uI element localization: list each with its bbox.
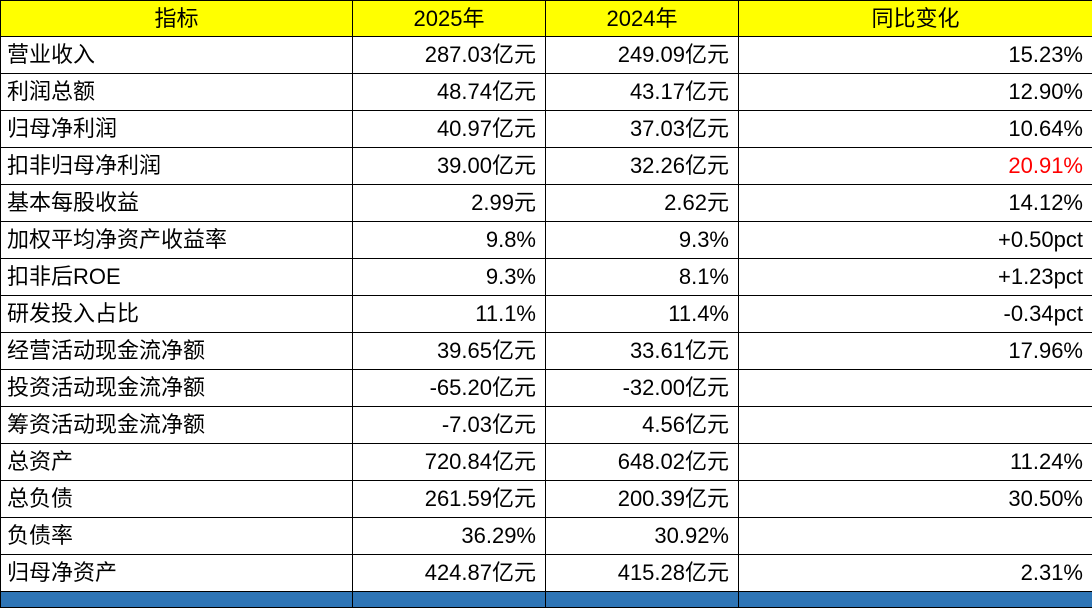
value-2024-cell: 4.56亿元: [545, 406, 739, 444]
metric-cell: 投资活动现金流净额: [0, 369, 353, 407]
value-2025-cell: -7.03亿元: [352, 406, 546, 444]
metric-cell: 扣非归母净利润: [0, 147, 353, 185]
value-2024-cell: 8.1%: [545, 258, 739, 296]
value-2024-cell: 37.03亿元: [545, 110, 739, 148]
value-2024-cell: 43.17亿元: [545, 73, 739, 111]
change-cell: 2.31%: [738, 554, 1092, 592]
value-2025-cell: 48.74亿元: [352, 73, 546, 111]
change-cell: [738, 517, 1092, 555]
table-row: 总资产 720.84亿元 648.02亿元 11.24%: [0, 443, 1092, 481]
table-row: 总负债 261.59亿元 200.39亿元 30.50%: [0, 480, 1092, 518]
change-cell: [738, 369, 1092, 407]
value-2025-cell: 39.00亿元: [352, 147, 546, 185]
metric-cell: 归母净利润: [0, 110, 353, 148]
value-2025-cell: 39.65亿元: [352, 332, 546, 370]
change-cell: -0.34pct: [738, 295, 1092, 333]
table-row: 负债率 36.29% 30.92%: [0, 517, 1092, 555]
value-2025-cell: 40.97亿元: [352, 110, 546, 148]
value-2025-cell: 36.29%: [352, 517, 546, 555]
value-2025-cell: 261.59亿元: [352, 480, 546, 518]
change-cell: 30.50%: [738, 480, 1092, 518]
metric-cell: 总资产: [0, 443, 353, 481]
header-row: 指标 2025年 2024年 同比变化: [0, 0, 1092, 37]
change-cell: 12.90%: [738, 73, 1092, 111]
value-2024-cell: 30.92%: [545, 517, 739, 555]
value-2024-cell: 33.61亿元: [545, 332, 739, 370]
change-cell: [738, 406, 1092, 444]
value-2024-cell: 415.28亿元: [545, 554, 739, 592]
metric-cell: 筹资活动现金流净额: [0, 406, 353, 444]
change-cell: +0.50pct: [738, 221, 1092, 259]
table-row: 利润总额 48.74亿元 43.17亿元 12.90%: [0, 73, 1092, 111]
change-cell: 20.91%: [738, 147, 1092, 185]
change-cell: 15.23%: [738, 36, 1092, 74]
column-header-change: 同比变化: [738, 0, 1092, 37]
change-cell: 14.12%: [738, 184, 1092, 222]
bottom-blue-bar-cell: [0, 591, 353, 608]
bottom-blue-bar: [0, 591, 1092, 608]
metric-cell: 研发投入占比: [0, 295, 353, 333]
table-row: 归母净利润 40.97亿元 37.03亿元 10.64%: [0, 110, 1092, 148]
metric-cell: 基本每股收益: [0, 184, 353, 222]
bottom-blue-bar-cell: [738, 591, 1092, 608]
table-row: 筹资活动现金流净额 -7.03亿元 4.56亿元: [0, 406, 1092, 444]
table-row: 加权平均净资产收益率 9.8% 9.3% +0.50pct: [0, 221, 1092, 259]
value-2025-cell: 720.84亿元: [352, 443, 546, 481]
table-row: 归母净资产 424.87亿元 415.28亿元 2.31%: [0, 554, 1092, 592]
change-cell: +1.23pct: [738, 258, 1092, 296]
table-row: 经营活动现金流净额 39.65亿元 33.61亿元 17.96%: [0, 332, 1092, 370]
value-2025-cell: -65.20亿元: [352, 369, 546, 407]
metric-cell: 经营活动现金流净额: [0, 332, 353, 370]
value-2024-cell: 2.62元: [545, 184, 739, 222]
value-2024-cell: 249.09亿元: [545, 36, 739, 74]
metric-cell: 归母净资产: [0, 554, 353, 592]
value-2025-cell: 9.3%: [352, 258, 546, 296]
bottom-blue-bar-cell: [545, 591, 739, 608]
column-header-metric: 指标: [0, 0, 353, 37]
value-2024-cell: 11.4%: [545, 295, 739, 333]
metric-cell: 加权平均净资产收益率: [0, 221, 353, 259]
column-header-2024: 2024年: [545, 0, 739, 37]
change-cell: 17.96%: [738, 332, 1092, 370]
table-row: 基本每股收益 2.99元 2.62元 14.12%: [0, 184, 1092, 222]
value-2024-cell: 200.39亿元: [545, 480, 739, 518]
value-2025-cell: 2.99元: [352, 184, 546, 222]
metric-cell: 总负债: [0, 480, 353, 518]
table-row: 扣非后ROE 9.3% 8.1% +1.23pct: [0, 258, 1092, 296]
value-2024-cell: 648.02亿元: [545, 443, 739, 481]
value-2025-cell: 9.8%: [352, 221, 546, 259]
change-cell: 10.64%: [738, 110, 1092, 148]
value-2024-cell: -32.00亿元: [545, 369, 739, 407]
change-cell: 11.24%: [738, 443, 1092, 481]
table-row: 投资活动现金流净额 -65.20亿元 -32.00亿元: [0, 369, 1092, 407]
table-row: 营业收入 287.03亿元 249.09亿元 15.23%: [0, 36, 1092, 74]
table-row: 扣非归母净利润 39.00亿元 32.26亿元 20.91%: [0, 147, 1092, 185]
column-header-2025: 2025年: [352, 0, 546, 37]
value-2025-cell: 287.03亿元: [352, 36, 546, 74]
bottom-blue-bar-cell: [352, 591, 546, 608]
metric-cell: 营业收入: [0, 36, 353, 74]
value-2024-cell: 9.3%: [545, 221, 739, 259]
value-2025-cell: 11.1%: [352, 295, 546, 333]
value-2025-cell: 424.87亿元: [352, 554, 546, 592]
value-2024-cell: 32.26亿元: [545, 147, 739, 185]
table-row: 研发投入占比 11.1% 11.4% -0.34pct: [0, 295, 1092, 333]
metric-cell: 负债率: [0, 517, 353, 555]
metric-cell: 扣非后ROE: [0, 258, 353, 296]
metric-cell: 利润总额: [0, 73, 353, 111]
